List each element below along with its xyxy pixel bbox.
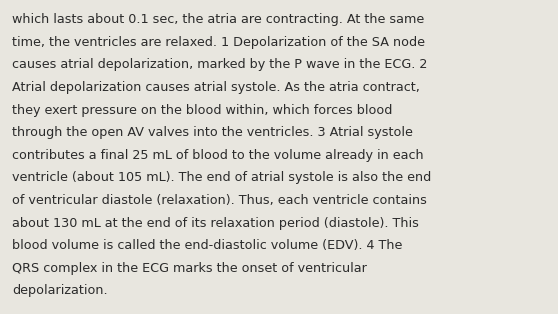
Text: contributes a final 25 mL of blood to the volume already in each: contributes a final 25 mL of blood to th… — [12, 149, 424, 162]
Text: time, the ventricles are relaxed. 1 Depolarization of the SA node: time, the ventricles are relaxed. 1 Depo… — [12, 36, 425, 49]
Text: they exert pressure on the blood within, which forces blood: they exert pressure on the blood within,… — [12, 104, 393, 116]
Text: depolarization.: depolarization. — [12, 284, 108, 297]
Text: about 130 mL at the end of its relaxation period (diastole). This: about 130 mL at the end of its relaxatio… — [12, 217, 419, 230]
Text: of ventricular diastole (relaxation). Thus, each ventricle contains: of ventricular diastole (relaxation). Th… — [12, 194, 427, 207]
Text: ventricle (about 105 mL). The end of atrial systole is also the end: ventricle (about 105 mL). The end of atr… — [12, 171, 431, 184]
Text: blood volume is called the end-diastolic volume (EDV). 4 The: blood volume is called the end-diastolic… — [12, 239, 403, 252]
Text: which lasts about 0.1 sec, the atria are contracting. At the same: which lasts about 0.1 sec, the atria are… — [12, 13, 425, 26]
Text: through the open AV valves into the ventricles. 3 Atrial systole: through the open AV valves into the vent… — [12, 126, 413, 139]
Text: Atrial depolarization causes atrial systole. As the atria contract,: Atrial depolarization causes atrial syst… — [12, 81, 420, 94]
Text: QRS complex in the ECG marks the onset of ventricular: QRS complex in the ECG marks the onset o… — [12, 262, 367, 275]
Text: causes atrial depolarization, marked by the P wave in the ECG. 2: causes atrial depolarization, marked by … — [12, 58, 427, 71]
